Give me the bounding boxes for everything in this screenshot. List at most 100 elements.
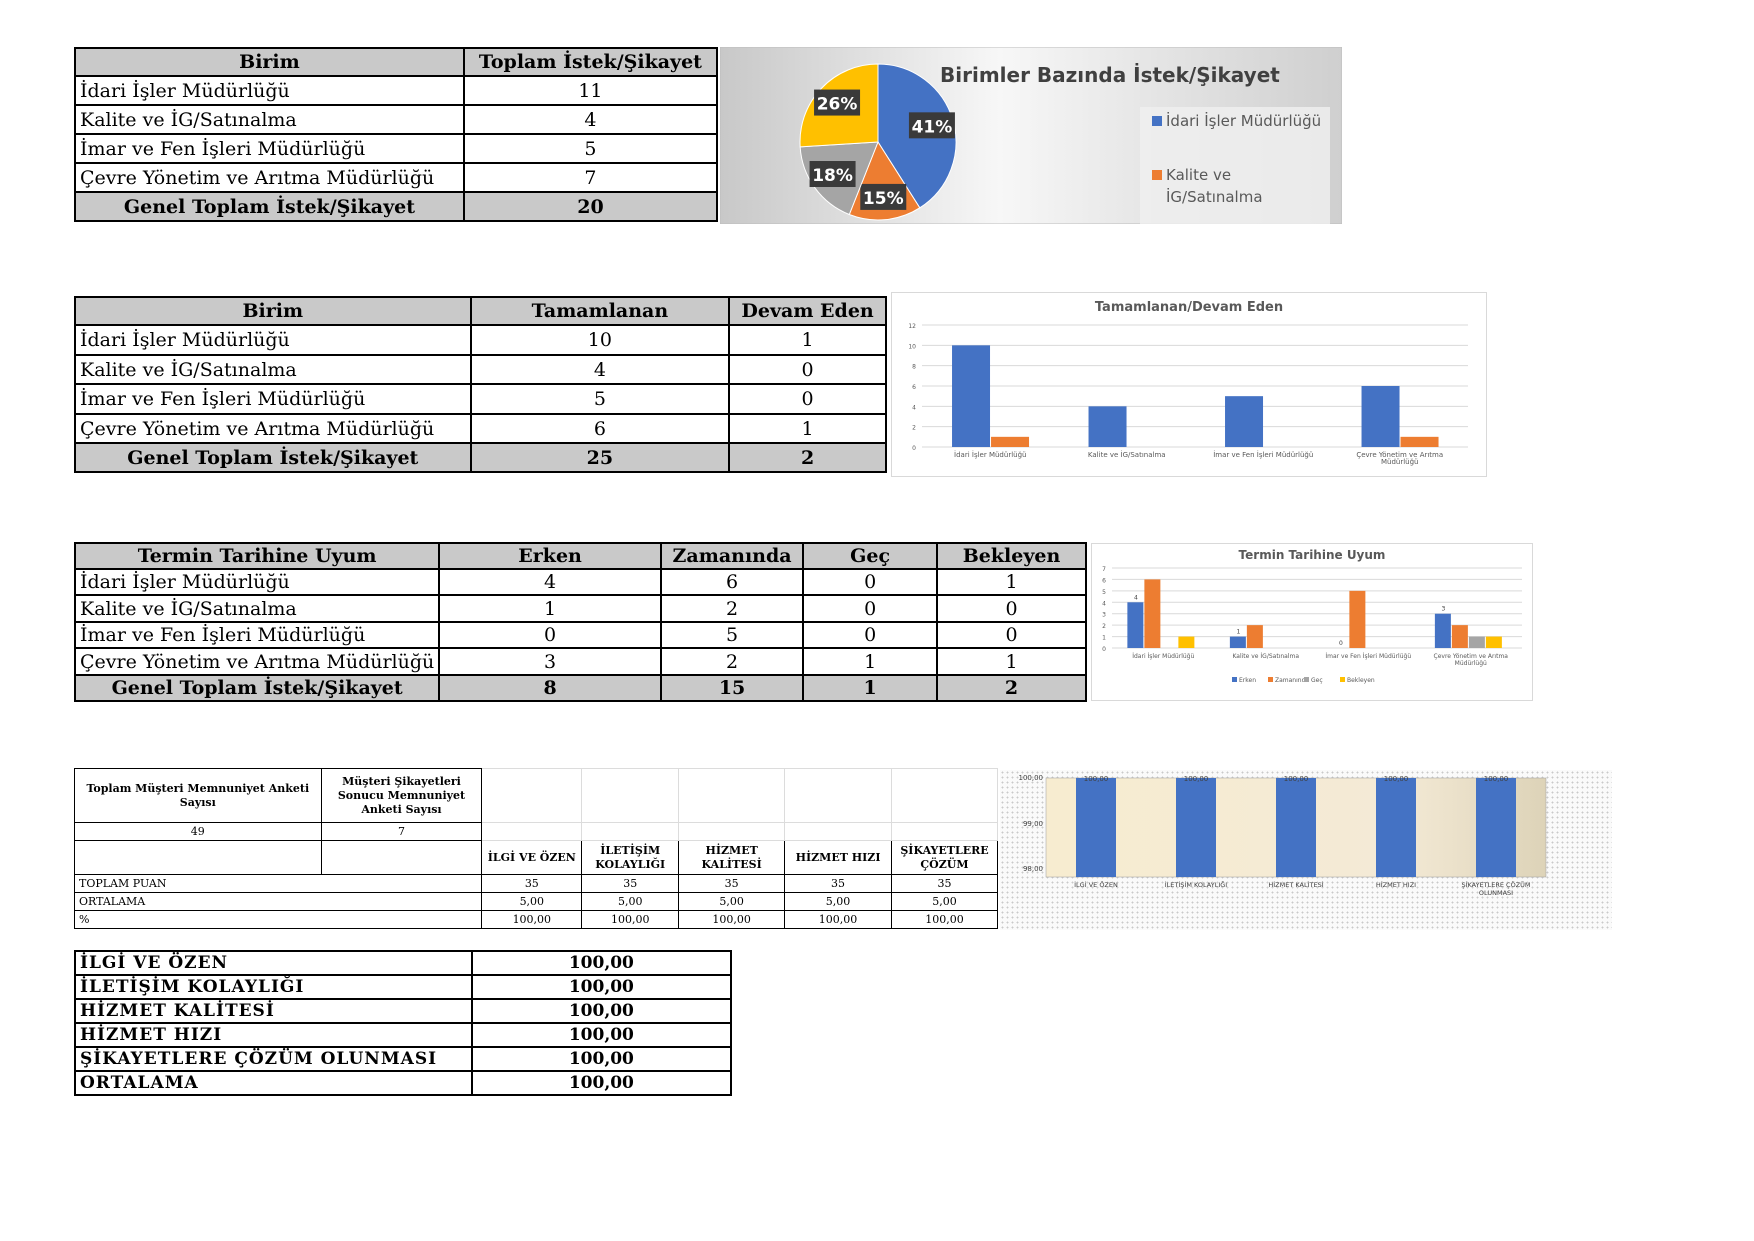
pie-chart-title: Birimler Bazında İstek/Şikayet: [940, 63, 1280, 87]
summary-value: 100,00: [470, 998, 733, 1024]
unit-name: Kalite ve İG/Satınalma: [74, 104, 465, 135]
col-header-gec: Geç: [802, 542, 939, 570]
y-tick-label: 0: [912, 445, 916, 452]
late-count: 0: [802, 594, 939, 623]
summary-label: İLGİ VE ÖZEN: [74, 950, 473, 976]
ontime-count: 2: [659, 647, 805, 676]
legend-label: Zamanında: [1275, 677, 1309, 684]
deadline-table: Termin Tarihine Uyum Erken Zamanında Geç…: [73, 542, 1087, 702]
survey-complaint-label: Müşteri Şikayetleri Sonucu Memnuniyet An…: [320, 768, 483, 823]
bar: [1229, 636, 1246, 648]
completed-count: 5: [469, 383, 731, 415]
category-label: Çevre Yönetim ve Arıtma: [1356, 451, 1443, 459]
y-tick-label: 12: [908, 323, 916, 330]
survey-col-ilgi: İLGİ VE ÖZEN: [481, 840, 583, 875]
y-tick-label: 7: [1102, 566, 1106, 573]
data-label: 100,00: [1484, 775, 1509, 783]
survey-cell: 100,00: [481, 910, 583, 929]
ongoing-count: 1: [728, 413, 887, 444]
category-label: İdari İşler Müdürlüğü: [954, 450, 1026, 459]
survey-cell: 5,00: [581, 892, 680, 911]
y-tick-label: 100,00: [1019, 774, 1044, 782]
y-tick-label: 6: [912, 384, 916, 391]
early-count: 4: [438, 568, 662, 596]
total-late: 1: [802, 674, 939, 702]
completion-chart-title: Tamamlanan/Devam Eden: [1095, 300, 1283, 315]
bar: [1127, 602, 1144, 648]
request-count: 4: [462, 104, 719, 135]
ontime-count: 5: [659, 621, 805, 649]
unit-name: İdari İşler Müdürlüğü: [73, 568, 441, 596]
summary-value: 100,00: [470, 974, 733, 1000]
bar: [1400, 436, 1439, 447]
legend-swatch: [1232, 677, 1237, 682]
bar: [1349, 590, 1366, 648]
bar: [1225, 396, 1264, 447]
units-request-table: Birim Toplam İstek/Şikayet İdari İşler M…: [74, 47, 719, 222]
total-label: Genel Toplam İstek/Şikayet: [74, 442, 472, 473]
y-tick-label: 8: [912, 364, 916, 371]
survey-cell: 5,00: [678, 892, 786, 911]
bar: [952, 345, 991, 447]
early-count: 0: [438, 621, 662, 649]
bar: [1451, 625, 1468, 648]
unit-name: İmar ve Fen İşleri Müdürlüğü: [74, 133, 465, 164]
y-tick-label: 0: [1102, 646, 1106, 653]
data-label: 1: [1236, 629, 1240, 636]
category-label: Müdürlüğü: [1455, 660, 1487, 667]
survey-total-value: 49: [74, 822, 322, 841]
pie-slice-label: 18%: [812, 166, 853, 186]
satisfaction-bar: [1376, 778, 1416, 877]
y-tick-label: 2: [912, 425, 916, 432]
category-label: HİZMET HIZI: [1376, 880, 1416, 889]
survey-cell: 5,00: [784, 892, 892, 911]
total-count: 20: [462, 191, 719, 222]
category-label: Kalite ve İG/Satınalma: [1232, 653, 1299, 660]
survey-cell: 35: [678, 874, 786, 893]
category-label: Çevre Yönetim ve Arıtma: [1434, 653, 1509, 660]
legend-swatch: [1340, 677, 1345, 682]
pie-label-box: [809, 161, 856, 188]
category-label: HİZMET KALİTESİ: [1268, 880, 1323, 889]
survey-total-label: Toplam Müşteri Memnuniyet Anketi Sayısı: [74, 768, 322, 823]
completed-count: 6: [469, 413, 731, 444]
y-tick-label: 10: [908, 343, 916, 350]
completion-table: Birim Tamamlanan Devam Eden İdari İşler …: [74, 296, 887, 473]
y-tick-label: 6: [1102, 577, 1106, 584]
survey-cell: 100,00: [784, 910, 892, 929]
request-count: 5: [462, 133, 719, 164]
survey-cell: 100,00: [581, 910, 680, 929]
unit-name: İdari İşler Müdürlüğü: [74, 75, 465, 106]
bar: [1485, 636, 1502, 648]
bar: [1088, 406, 1127, 447]
ontime-count: 6: [659, 568, 805, 596]
survey-cell: 35: [481, 874, 583, 893]
data-label: 100,00: [1384, 775, 1409, 783]
bar: [1246, 625, 1263, 648]
survey-col-cozum: ŞİKAYETLERE ÇÖZÜM: [890, 840, 999, 875]
ongoing-count: 0: [728, 383, 887, 415]
summary-label: HİZMET HIZI: [74, 1022, 473, 1048]
pie-chart: 41% 15% 18% 26% Birimler Bazında İstek/Şika…: [719, 46, 1343, 259]
unit-name: Kalite ve İG/Satınalma: [74, 354, 472, 385]
survey-table: Toplam Müşteri Memnuniyet Anketi Sayısı …: [73, 768, 999, 929]
completed-count: 10: [469, 324, 731, 356]
deadline-chart-title: Termin Tarihine Uyum: [1239, 548, 1386, 562]
category-label: İdari İşler Müdürlüğü: [1132, 653, 1194, 660]
satisfaction-bar: [1076, 778, 1116, 877]
summary-label: İLETİŞİM KOLAYLIĞI: [74, 974, 473, 1000]
category-label: OLUNMASI: [1479, 889, 1513, 897]
pie-label-box: [908, 112, 955, 139]
survey-cell: 100,00: [890, 910, 999, 929]
col-header-birim: Birim: [74, 296, 472, 326]
category-label: İmar ve Fen İşleri Müdürlüğü: [1325, 653, 1411, 660]
summary-value: 100,00: [470, 950, 733, 976]
legend-label: Erken: [1239, 677, 1256, 684]
pending-count: 0: [936, 621, 1087, 649]
total-early: 8: [438, 674, 662, 702]
pie-label-box: [814, 89, 861, 116]
legend-swatch: [1268, 677, 1273, 682]
y-tick-label: 4: [1102, 600, 1106, 607]
early-count: 1: [438, 594, 662, 623]
bar: [1434, 613, 1451, 648]
